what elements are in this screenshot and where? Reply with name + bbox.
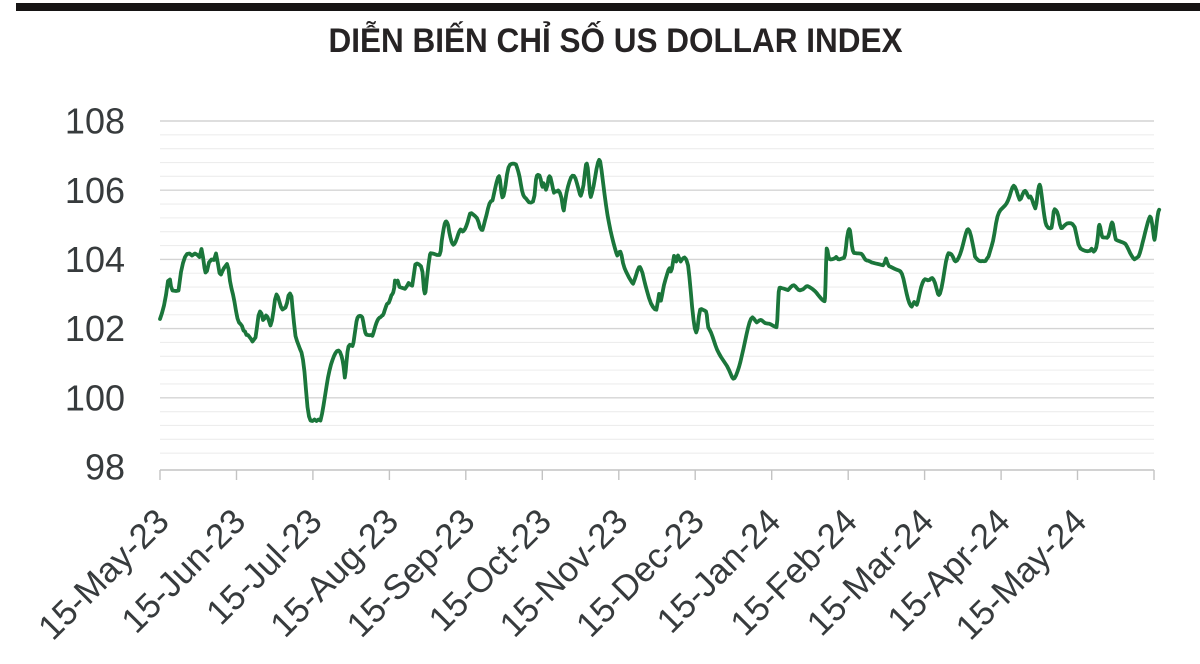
svg-text:106: 106 xyxy=(65,170,125,211)
svg-text:98: 98 xyxy=(85,447,125,488)
svg-text:108: 108 xyxy=(65,101,125,142)
svg-text:102: 102 xyxy=(65,308,125,349)
svg-text:104: 104 xyxy=(65,239,125,280)
svg-text:100: 100 xyxy=(65,377,125,418)
